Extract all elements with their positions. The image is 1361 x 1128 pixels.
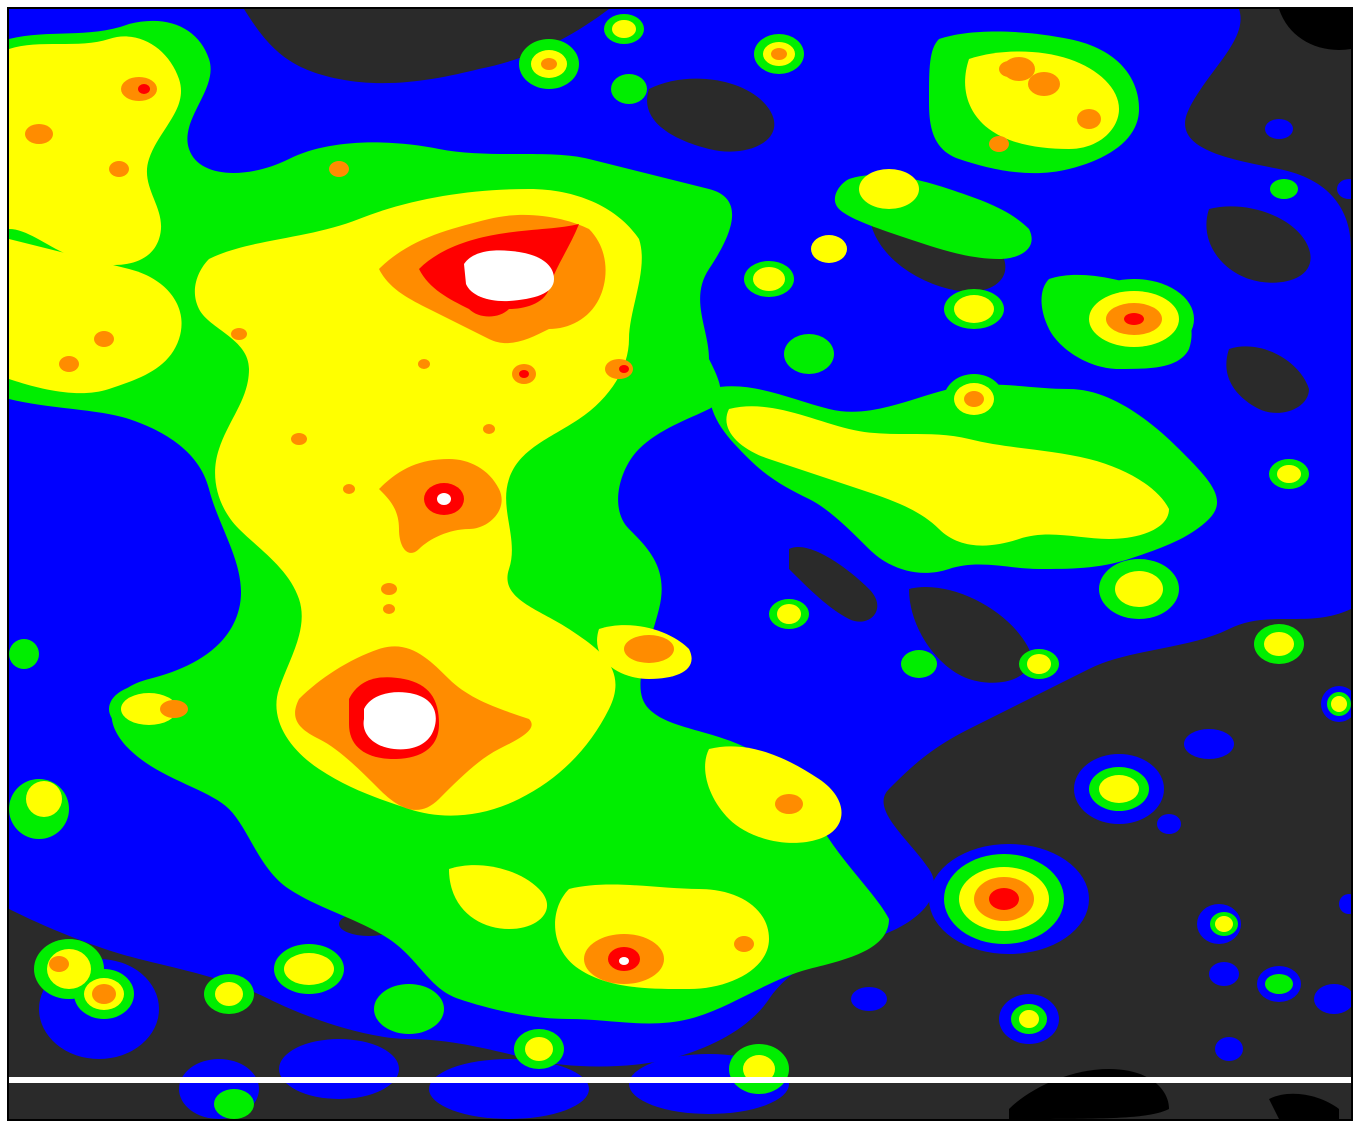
light-pollution-map (7, 7, 1353, 1121)
horizontal-white-line (9, 1077, 1351, 1083)
dark-gaps (9, 78, 1311, 1009)
contour-level-6 (363, 250, 629, 965)
map-canvas (9, 9, 1351, 1119)
